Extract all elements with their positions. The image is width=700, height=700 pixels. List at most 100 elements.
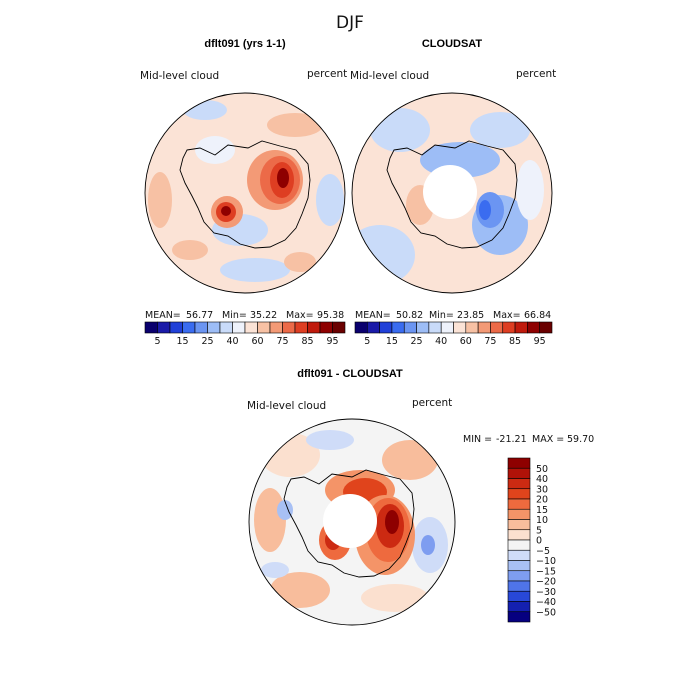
colorbar-model-swatch [307, 321, 321, 334]
colorbar-obs-swatch [477, 321, 491, 334]
colorbar-diff-tick-label: −50 [536, 607, 556, 618]
colorbar-model-swatch [219, 321, 233, 334]
colorbar-obs-swatch [527, 321, 540, 334]
panel-diff-units: percent [412, 397, 452, 409]
panel-diff: dflt091 - CLOUDSAT Mid-level cloud perce… [247, 368, 594, 626]
colorbar-model-tick-label: 95 [326, 336, 338, 347]
colorbar-diff-swatch [507, 570, 531, 582]
colorbar-model-swatch [169, 321, 183, 334]
colorbar-model-tick-label: 85 [301, 336, 313, 347]
model-max-value: 95.38 [317, 310, 344, 321]
colorbar-diff-tick-label: −10 [536, 556, 556, 567]
obs-max-value: 66.84 [524, 310, 551, 321]
colorbar-obs-swatch [428, 321, 442, 334]
colorbar-obs-tick-label: 15 [386, 336, 398, 347]
colorbar-obs-swatch [354, 321, 368, 334]
colorbar-diff-tick-label: 5 [536, 525, 542, 536]
colorbar-diff-swatch [507, 560, 531, 572]
colorbar-model-swatch [207, 321, 221, 334]
diff-min-label: MIN = [463, 434, 492, 445]
colorbar-diff-tick-label: 15 [536, 505, 548, 516]
colorbar-diff-swatch [507, 498, 531, 510]
colorbar-diff-swatch [507, 519, 531, 531]
colorbar-diff-swatch [507, 590, 531, 602]
colorbar-obs-tick-label: 60 [460, 336, 472, 347]
colorbar-model-tick-label: 15 [176, 336, 188, 347]
colorbar-diff-tick-label: 40 [536, 474, 548, 485]
colorbar-model-swatch [269, 321, 283, 334]
panel-obs-variable: Mid-level cloud [350, 70, 429, 82]
model-min-label: Min= [222, 310, 247, 321]
colorbar-model-swatch [332, 321, 346, 334]
colorbar-obs-tick-label: 40 [435, 336, 447, 347]
panel-obs-units: percent [516, 68, 556, 80]
colorbar-obs-swatch [490, 321, 504, 334]
colorbar-diff-tick-label: 50 [536, 464, 548, 475]
colorbar-model-swatch [232, 321, 246, 334]
diff-max-label: MAX = [532, 434, 564, 445]
panel-model: dflt091 (yrs 1-1) Mid-level cloud percen… [140, 38, 347, 347]
panel-obs: CLOUDSAT Mid-level cloud percent MEAN= 5… [350, 38, 556, 347]
colorbar-model-swatch [244, 321, 258, 334]
colorbar-obs-swatch [514, 321, 528, 334]
colorbar-diff-tick-label: 10 [536, 515, 548, 526]
colorbar-diff-tick-label: −5 [536, 546, 550, 557]
colorbar-model-swatch [182, 321, 196, 334]
diff-max-value: 59.70 [567, 434, 594, 445]
colorbar-diff-tick-label: −15 [536, 566, 556, 577]
colorbar-obs-swatch [453, 321, 467, 334]
colorbar-diff-tick-label: −20 [536, 577, 556, 588]
colorbar-diff-tick-label: 20 [536, 495, 548, 506]
colorbar-diff-swatch [507, 601, 531, 613]
obs-min-label: Min= [429, 310, 454, 321]
colorbar-model-swatch [144, 321, 158, 334]
colorbar-obs-swatch [403, 321, 417, 334]
colorbar-model-swatch [157, 321, 171, 334]
colorbar-diff-tick-label: 0 [536, 536, 542, 547]
model-mean-value: 56.77 [186, 310, 213, 321]
colorbar-diff-tick-label: −30 [536, 587, 556, 598]
colorbar-diff-swatch [507, 457, 531, 469]
colorbar-model-tick-label: 40 [226, 336, 238, 347]
colorbar-obs-swatch [539, 321, 553, 334]
colorbar-model-tick-label: 75 [276, 336, 288, 347]
colorbar-model-tick-label: 25 [201, 336, 213, 347]
map-model [145, 93, 345, 293]
colorbar-diff-swatch [507, 478, 531, 490]
colorbar-obs-tick-label: 75 [484, 336, 496, 347]
colorbar-diff-tick-label: −40 [536, 597, 556, 608]
colorbar-obs-swatch [379, 321, 393, 334]
colorbar-diff-swatch [507, 508, 531, 520]
colorbar-model-swatch [257, 321, 271, 334]
colorbar-model: 5 15 25 40 60 75 85 95 [144, 321, 346, 347]
model-mean-label: MEAN= [145, 310, 181, 321]
colorbar-obs-swatch [465, 321, 479, 334]
colorbar-model-tick-label: 60 [251, 336, 263, 347]
colorbar-diff-swatch [507, 549, 531, 561]
colorbar-diff-swatch [507, 488, 531, 500]
colorbar-obs-tick-label: 85 [509, 336, 521, 347]
colorbar-obs-swatch [416, 321, 430, 334]
panel-diff-variable: Mid-level cloud [247, 400, 326, 412]
panel-model-units: percent [307, 68, 347, 80]
colorbar-model-swatch [282, 321, 296, 334]
panel-model-title: dflt091 (yrs 1-1) [204, 38, 286, 50]
model-max-label: Max= [286, 310, 314, 321]
colorbar-obs-tick-label: 5 [364, 336, 370, 347]
colorbar-model-swatch [319, 321, 333, 334]
colorbar-obs: 5 15 25 40 60 75 85 95 [354, 321, 553, 347]
obs-max-label: Max= [493, 310, 521, 321]
colorbar-diff-swatch [507, 580, 531, 592]
colorbar-model-swatch [294, 321, 308, 334]
panel-diff-title: dflt091 - CLOUDSAT [297, 368, 403, 380]
panel-obs-title: CLOUDSAT [422, 38, 483, 50]
colorbar-diff-tick-label: 30 [536, 484, 548, 495]
colorbar-diff-swatch [507, 539, 531, 551]
map-obs [352, 93, 552, 293]
panel-model-variable: Mid-level cloud [140, 70, 219, 82]
season-title: DJF [336, 13, 364, 33]
colorbar-diff-swatch [507, 529, 531, 541]
diff-min-value: -21.21 [496, 434, 527, 445]
